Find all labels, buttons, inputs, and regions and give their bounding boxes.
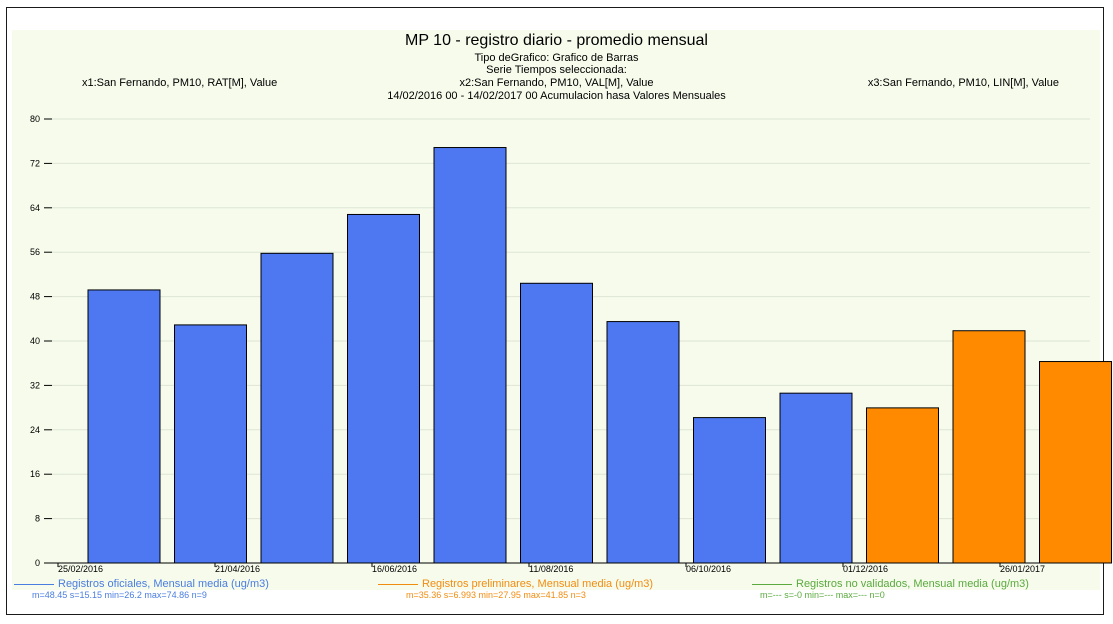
y-tick-label: 72 — [30, 158, 40, 168]
bar-official — [606, 321, 680, 564]
series-x3-label: x3:San Fernando, PM10, LIN[M], Value — [867, 77, 1059, 89]
bar-preliminary — [952, 330, 1026, 564]
x-tick-label: 06/10/2016 — [686, 564, 731, 574]
legend-swatch-unvalidated — [752, 583, 792, 585]
x-tick-label: 21/04/2016 — [215, 564, 260, 574]
x-tick-label: 16/06/2016 — [372, 564, 417, 574]
bar-official — [520, 282, 593, 564]
bar-official — [693, 417, 766, 564]
legend-item-preliminary: Registros preliminares, Mensual media (u… — [378, 578, 653, 600]
series-x1-label: x1:San Fernando, PM10, RAT[M], Value — [82, 77, 278, 89]
bar-preliminary — [1039, 361, 1112, 564]
legend-item-official: Registros oficiales, Mensual media (ug/m… — [14, 578, 269, 600]
bar-preliminary — [866, 407, 939, 564]
y-tick-label: 24 — [30, 425, 40, 435]
y-tick-label: 48 — [30, 292, 40, 302]
legend-label-preliminary: Registros preliminares, Mensual media (u… — [422, 578, 654, 590]
x-tick-label: 25/02/2016 — [58, 564, 103, 574]
bar-official — [174, 324, 247, 564]
legend-label-unvalidated: Registros no validados, Mensual media (u… — [796, 578, 1029, 590]
legend-stats-official: m=48.45 s=15.15 min=26.2 max=74.86 n=9 — [32, 590, 207, 600]
y-tick-label: 56 — [30, 247, 40, 257]
y-tick-label: 8 — [35, 514, 40, 524]
x-tick-label: 01/12/2016 — [843, 564, 888, 574]
y-tick-label: 32 — [30, 380, 40, 390]
legend-swatch-official — [14, 583, 54, 585]
y-tick-label: 64 — [30, 203, 40, 213]
bar-official — [433, 147, 507, 564]
bar-official — [87, 289, 161, 564]
bar-official — [779, 392, 853, 564]
legend-item-unvalidated: Registros no validados, Mensual media (u… — [752, 578, 1029, 600]
legend-stats-unvalidated: m=--- s=-0 min=--- max=--- n=0 — [760, 590, 885, 600]
series-x2-label: x2:San Fernando, PM10, VAL[M], Value — [459, 77, 654, 89]
time-range-label: 14/02/2016 00 - 14/02/2017 00 Acumulacio… — [387, 90, 726, 102]
y-tick-label: 16 — [30, 469, 40, 479]
y-tick-label: 0 — [35, 558, 40, 568]
legend-stats-preliminary: m=35.36 s=6.993 min=27.95 max=41.85 n=3 — [406, 590, 586, 600]
series-selection-label: Serie Tiempos seleccionada: — [486, 64, 627, 76]
bar-official — [347, 213, 420, 564]
legend-swatch-preliminary — [378, 583, 418, 585]
legend-label-official: Registros oficiales, Mensual media (ug/m… — [58, 578, 269, 590]
chart-type-label: Tipo deGrafico: Grafico de Barras — [474, 52, 639, 64]
chart-title: MP 10 - registro diario - promedio mensu… — [405, 32, 708, 49]
bar-official — [260, 252, 334, 564]
x-tick-label: 26/01/2017 — [1000, 564, 1045, 574]
y-tick-label: 40 — [30, 336, 40, 346]
y-tick-label: 80 — [30, 114, 40, 124]
x-tick-label: 11/08/2016 — [529, 564, 573, 574]
